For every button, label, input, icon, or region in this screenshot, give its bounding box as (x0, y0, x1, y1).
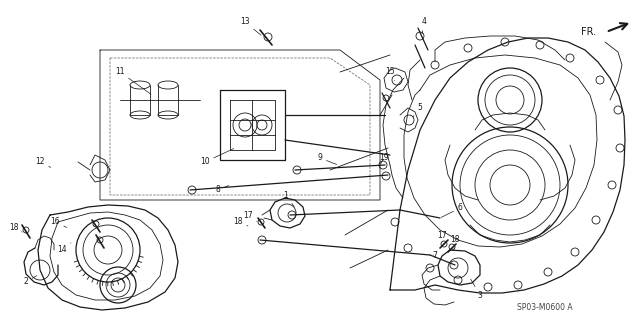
Text: 18: 18 (9, 224, 22, 233)
Text: 4: 4 (422, 18, 426, 33)
Text: 8: 8 (216, 186, 228, 195)
Text: 11: 11 (115, 68, 151, 94)
Text: 7: 7 (433, 250, 437, 259)
Text: 18: 18 (451, 235, 460, 249)
Text: 9: 9 (317, 153, 337, 165)
Text: 13: 13 (240, 18, 261, 35)
Text: 18: 18 (233, 218, 248, 226)
Text: 6: 6 (441, 204, 463, 217)
Text: 10: 10 (200, 149, 234, 167)
Text: SP03-M0600 A: SP03-M0600 A (517, 303, 573, 313)
Text: 2: 2 (24, 276, 37, 286)
Text: 5: 5 (413, 103, 422, 117)
Text: 1: 1 (284, 190, 294, 207)
Text: 16: 16 (50, 218, 67, 227)
Text: 14: 14 (57, 243, 71, 255)
Text: 19: 19 (379, 153, 389, 164)
Text: 17: 17 (243, 211, 257, 221)
Text: 3: 3 (470, 279, 483, 300)
Text: 17: 17 (437, 231, 447, 245)
Text: FR.: FR. (581, 27, 596, 37)
Text: 15: 15 (385, 68, 395, 81)
Text: 12: 12 (35, 158, 51, 167)
